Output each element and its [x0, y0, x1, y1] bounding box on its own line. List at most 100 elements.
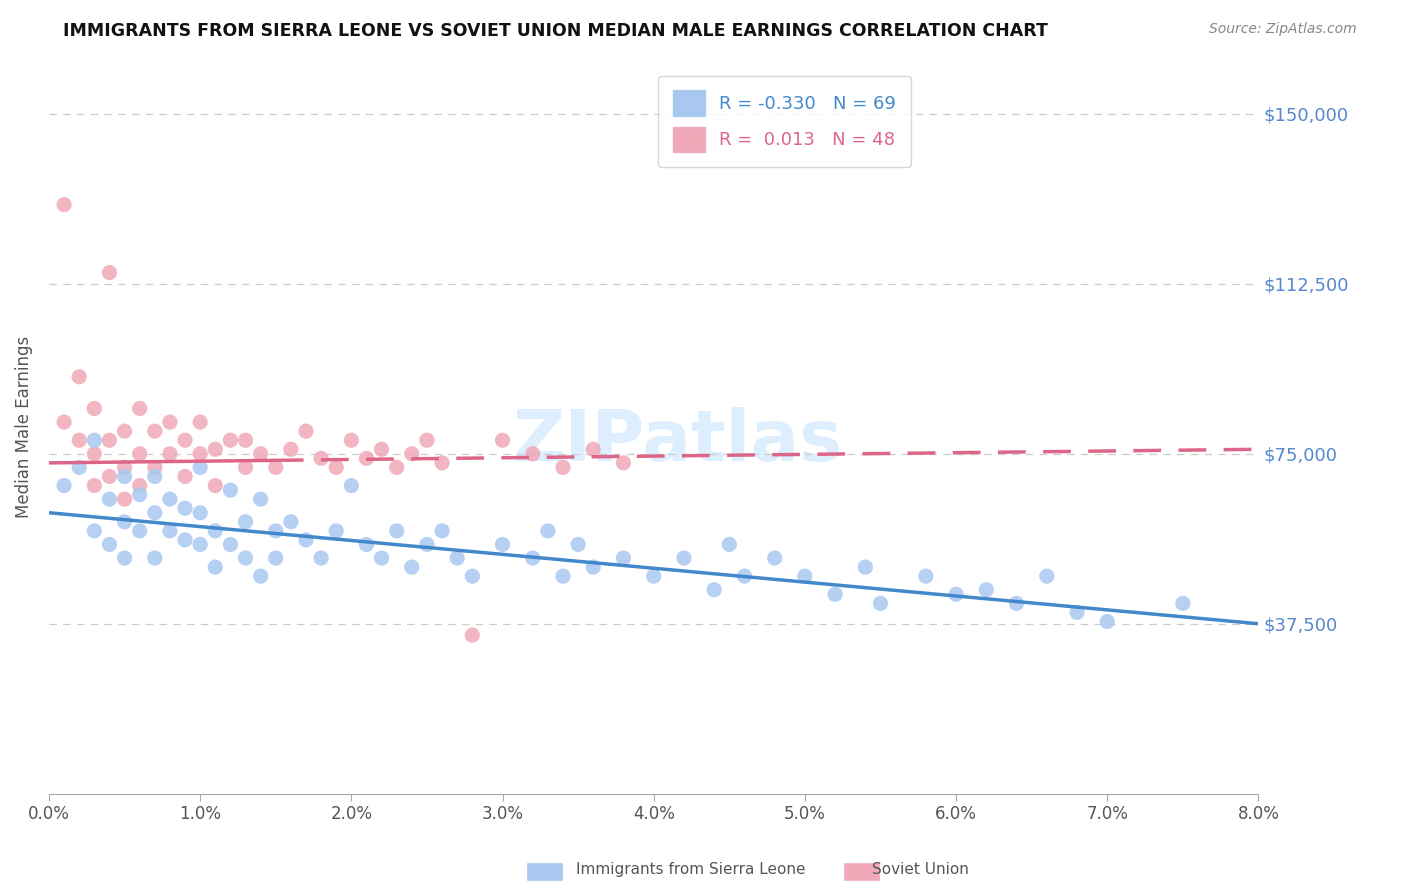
Point — [264, 524, 287, 538]
Point — [295, 424, 318, 438]
Point — [67, 434, 90, 448]
Point — [128, 478, 150, 492]
Point — [114, 460, 136, 475]
Point — [491, 434, 513, 448]
Point — [128, 487, 150, 501]
Point — [945, 587, 967, 601]
Point — [83, 524, 105, 538]
Point — [264, 551, 287, 566]
Point — [718, 537, 741, 551]
Point — [551, 460, 574, 475]
Point — [249, 447, 271, 461]
Point — [340, 478, 363, 492]
Point — [356, 451, 378, 466]
Point — [976, 582, 998, 597]
Point — [325, 524, 347, 538]
Point — [235, 515, 257, 529]
Point — [430, 524, 453, 538]
Point — [114, 515, 136, 529]
Point — [430, 456, 453, 470]
Point — [53, 478, 76, 492]
Point — [174, 434, 197, 448]
Point — [143, 469, 166, 483]
Point — [461, 569, 484, 583]
Point — [280, 515, 302, 529]
Point — [385, 460, 408, 475]
Point — [174, 501, 197, 516]
Point — [143, 460, 166, 475]
Point — [309, 551, 332, 566]
Point — [235, 551, 257, 566]
Text: Source: ZipAtlas.com: Source: ZipAtlas.com — [1209, 22, 1357, 37]
Point — [83, 434, 105, 448]
Point — [340, 434, 363, 448]
Point — [159, 415, 181, 429]
Point — [264, 460, 287, 475]
Point — [98, 537, 121, 551]
Point — [188, 506, 211, 520]
Point — [582, 442, 605, 457]
Point — [143, 551, 166, 566]
Point — [159, 492, 181, 507]
Point — [53, 197, 76, 211]
Point — [522, 447, 544, 461]
Point — [128, 524, 150, 538]
Point — [385, 524, 408, 538]
Point — [53, 415, 76, 429]
Point — [219, 537, 242, 551]
Point — [128, 401, 150, 416]
Point — [83, 478, 105, 492]
Point — [567, 537, 589, 551]
Text: Soviet Union: Soviet Union — [872, 863, 969, 877]
Point — [401, 447, 423, 461]
Text: ZIPatlas: ZIPatlas — [513, 407, 844, 475]
Point — [1005, 596, 1028, 610]
Point — [98, 492, 121, 507]
Point — [763, 551, 786, 566]
Point — [295, 533, 318, 547]
Point — [446, 551, 468, 566]
Point — [249, 492, 271, 507]
Point — [733, 569, 755, 583]
Point — [522, 551, 544, 566]
Point — [416, 434, 439, 448]
Point — [114, 469, 136, 483]
Point — [793, 569, 815, 583]
Point — [612, 551, 634, 566]
Point — [461, 628, 484, 642]
Point — [174, 469, 197, 483]
Point — [204, 524, 226, 538]
Point — [643, 569, 665, 583]
Point — [219, 434, 242, 448]
Point — [280, 442, 302, 457]
Point — [612, 456, 634, 470]
Point — [98, 434, 121, 448]
Point — [853, 560, 876, 574]
Point — [824, 587, 846, 601]
Point — [67, 369, 90, 384]
Point — [325, 460, 347, 475]
Point — [219, 483, 242, 497]
Point — [188, 447, 211, 461]
Point — [370, 442, 392, 457]
Point — [83, 401, 105, 416]
Point — [159, 524, 181, 538]
Point — [235, 460, 257, 475]
Point — [188, 460, 211, 475]
Legend: R = -0.330   N = 69, R =  0.013   N = 48: R = -0.330 N = 69, R = 0.013 N = 48 — [658, 76, 911, 167]
Point — [114, 424, 136, 438]
Point — [582, 560, 605, 574]
Point — [309, 451, 332, 466]
Point — [204, 478, 226, 492]
Point — [703, 582, 725, 597]
Point — [114, 551, 136, 566]
Point — [188, 537, 211, 551]
Point — [204, 560, 226, 574]
Point — [98, 266, 121, 280]
Point — [204, 442, 226, 457]
Point — [914, 569, 936, 583]
Point — [128, 447, 150, 461]
Point — [98, 469, 121, 483]
Point — [188, 415, 211, 429]
Point — [1097, 615, 1119, 629]
